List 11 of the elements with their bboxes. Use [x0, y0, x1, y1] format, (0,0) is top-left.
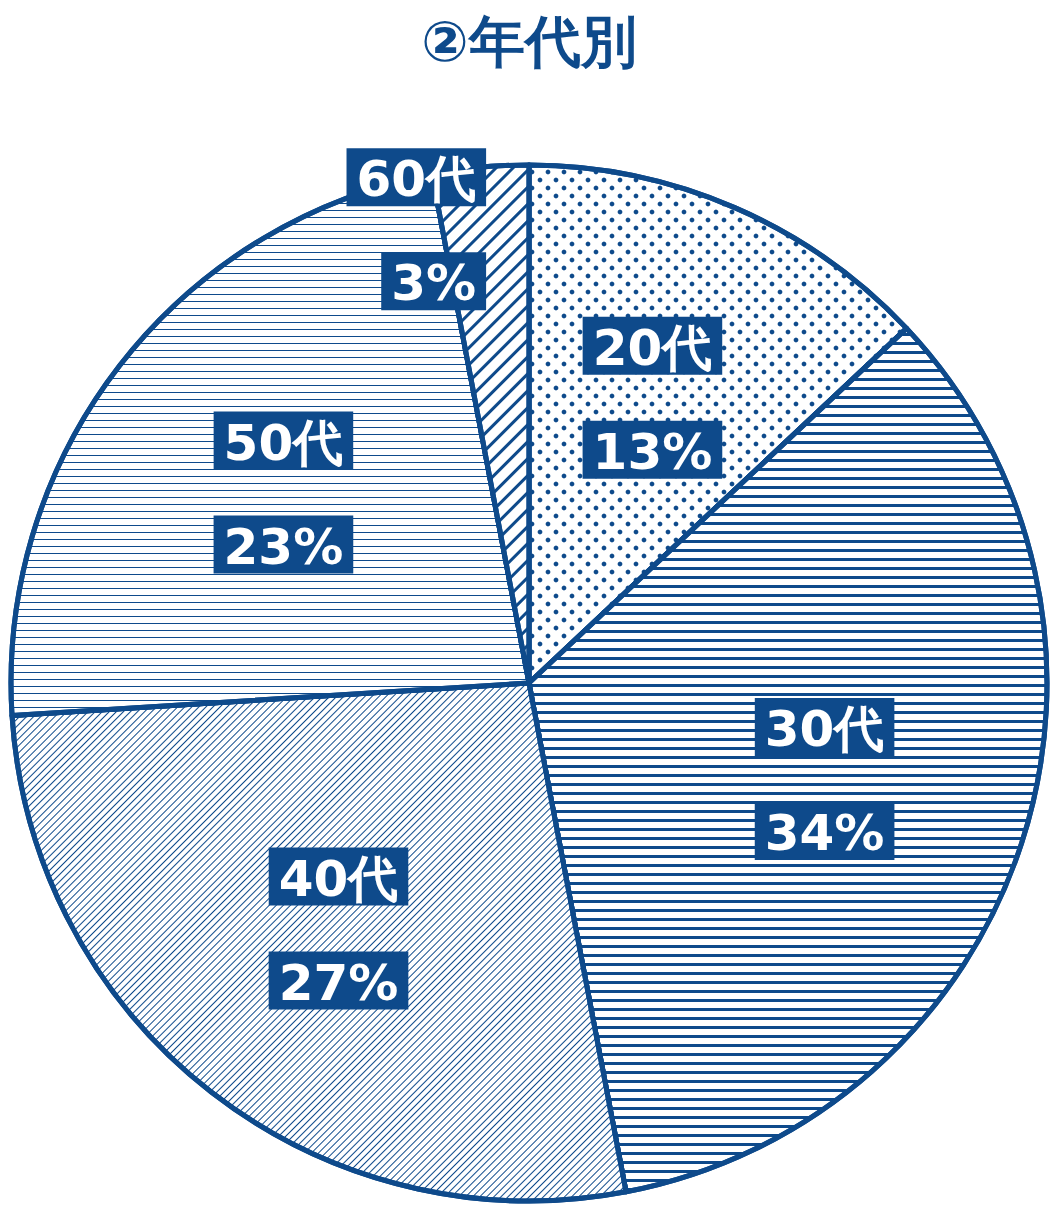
slice-label: 30代 [764, 700, 885, 759]
data-label: 34% [764, 804, 885, 863]
data-label: 3% [391, 254, 477, 313]
slice-label: 20代 [592, 318, 713, 377]
slice-label: 60代 [356, 150, 477, 209]
data-label: 23% [223, 517, 344, 576]
slice-label: 50代 [223, 413, 344, 472]
slice-label: 40代 [278, 849, 399, 908]
data-label: 13% [592, 422, 713, 481]
chart-title: ②年代別 [421, 8, 637, 74]
data-label: 27% [278, 953, 399, 1012]
